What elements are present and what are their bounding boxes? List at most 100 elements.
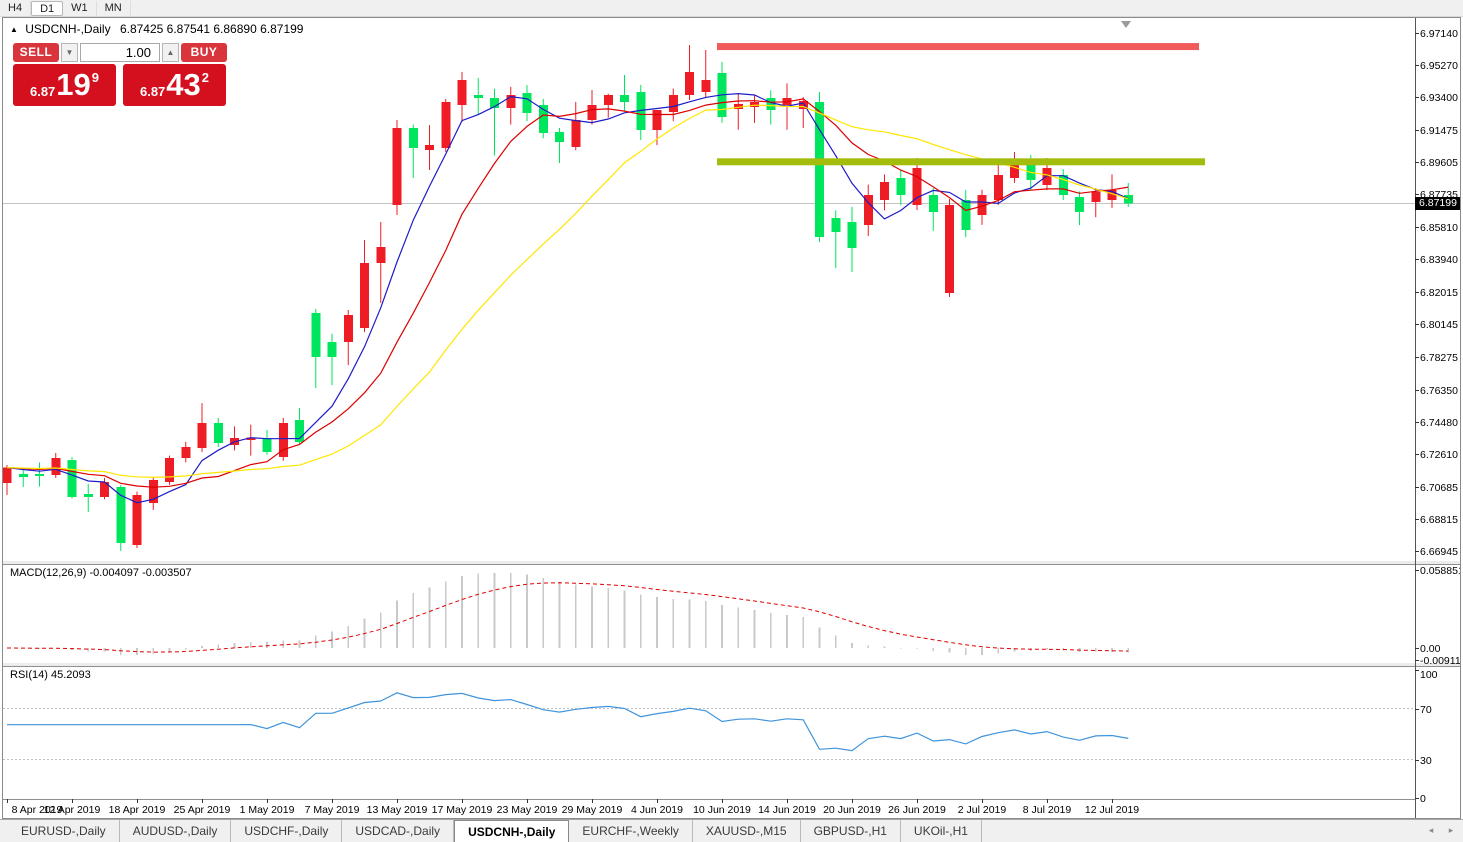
price-axis-tick [1415, 97, 1419, 99]
rsi-axis-label: 70 [1420, 703, 1432, 716]
macd-label: MACD(12,26,9) -0.004097 -0.003507 [10, 567, 192, 579]
price-axis-label: 6.89605 [1420, 157, 1458, 170]
macd-chart-svg [6, 572, 1130, 656]
price-axis-label: 6.76350 [1420, 384, 1458, 397]
chart-collapse-icon[interactable]: ▲ [10, 25, 18, 34]
date-tick [397, 799, 398, 803]
date-tick [202, 799, 203, 803]
chart-window: ▲ USDCNH-,Daily 6.87425 6.87541 6.86890 … [2, 17, 1461, 819]
pane-splitter[interactable] [3, 662, 1460, 667]
timeframe-button-mn[interactable]: MN [97, 0, 131, 16]
tab-eurchf-weekly[interactable]: EURCHF-,Weekly [569, 820, 693, 842]
date-tick [592, 799, 593, 803]
price-axis-tick [1415, 421, 1419, 423]
rsi-axis-label: 100 [1420, 669, 1438, 681]
tab-gbpusd-h1[interactable]: GBPUSD-,H1 [801, 820, 901, 842]
sell-button[interactable]: SELL [13, 43, 59, 62]
date-tick [852, 799, 853, 803]
rsi-axis-tick [1415, 708, 1419, 710]
date-tick [982, 799, 983, 803]
date-label: 26 Jun 2019 [888, 804, 946, 816]
price-axis-tick [1415, 259, 1419, 261]
tab-xauusd-m15[interactable]: XAUUSD-,M15 [693, 820, 801, 842]
date-label: 8 Apr 2019 [11, 804, 63, 816]
price-axis-tick [1415, 227, 1419, 229]
volume-input[interactable] [80, 43, 160, 62]
tab-usdcad-daily[interactable]: USDCAD-,Daily [342, 820, 455, 842]
buy-price-box[interactable]: 6.87 43 2 [123, 64, 226, 106]
date-tick [7, 799, 8, 803]
date-tick [917, 799, 918, 803]
macd-axis-label: 0.00 [1420, 643, 1441, 655]
macd-axis-tick [1415, 660, 1419, 662]
date-tick [137, 799, 138, 803]
one-click-trade-panel: SELL ▼ ▲ BUY 6.87 19 9 6.87 43 2 [13, 43, 227, 106]
pane-splitter[interactable] [3, 560, 1460, 565]
price-axis-tick [1415, 453, 1419, 455]
tab-ukoil-h1[interactable]: UKOil-,H1 [901, 820, 982, 842]
price-axis-label: 6.85810 [1420, 222, 1458, 235]
timeframe-toolbar: H4 D1 W1 MN [0, 0, 1463, 17]
macd-axis-label: -0.009116 [1420, 655, 1461, 668]
date-tick [527, 799, 528, 803]
date-label: 17 May 2019 [431, 804, 493, 816]
sell-price-point: 9 [91, 70, 100, 85]
macd-axis-tick [1415, 648, 1419, 649]
price-axis-label: 6.66945 [1420, 545, 1458, 558]
date-label: 8 Jul 2019 [1022, 804, 1072, 816]
date-label: 14 Jun 2019 [758, 804, 816, 816]
scroll-right-button[interactable]: ▸ [1448, 825, 1454, 835]
scroll-left-button[interactable]: ◂ [1428, 825, 1434, 835]
price-axis-tick [1415, 33, 1419, 34]
price-axis-tick [1415, 486, 1419, 488]
price-axis-tick [1415, 324, 1419, 326]
price-axis-tick [1415, 550, 1419, 552]
date-label: 12 Apr 2019 [43, 804, 101, 816]
chart-title: ▲ USDCNH-,Daily 6.87425 6.87541 6.86890 … [10, 22, 303, 36]
timeframe-button-h4[interactable]: H4 [0, 0, 32, 16]
buy-button[interactable]: BUY [181, 43, 227, 62]
buy-price-point: 2 [201, 70, 210, 85]
timeframe-button-d1[interactable]: D1 [31, 0, 64, 16]
rsi-axis-tick [1415, 670, 1419, 672]
volume-increase-button[interactable]: ▲ [162, 43, 179, 62]
date-tick [332, 799, 333, 803]
date-label: 25 Apr 2019 [173, 804, 231, 816]
tab-usdcnh-daily[interactable]: USDCNH-,Daily [454, 820, 570, 842]
date-axis-border [3, 799, 1415, 800]
date-label: 29 May 2019 [561, 804, 623, 816]
date-tick [657, 799, 658, 803]
date-tick [1112, 799, 1113, 803]
tab-audusd-daily[interactable]: AUDUSD-,Daily [120, 820, 232, 842]
price-axis-label: 6.82015 [1420, 287, 1458, 300]
chart-symbol-period: USDCNH-,Daily [25, 22, 111, 36]
main-chart-svg [3, 43, 1415, 551]
date-tick [462, 799, 463, 803]
date-tick [787, 799, 788, 803]
price-axis-label: 6.74480 [1420, 416, 1458, 429]
ohlc-values: 6.87425 6.87541 6.86890 6.87199 [119, 22, 304, 36]
rsi-axis-label: 30 [1420, 754, 1432, 767]
autoscroll-marker-icon[interactable] [1121, 21, 1131, 28]
volume-decrease-button[interactable]: ▼ [61, 43, 78, 62]
rsi-axis-tick [1415, 797, 1419, 799]
current-price-tag: 6.87199 [1415, 197, 1460, 211]
timeframe-button-w1[interactable]: W1 [63, 0, 97, 16]
tab-eurusd-daily[interactable]: EURUSD-,Daily [8, 820, 120, 842]
price-axis-tick [1415, 130, 1419, 132]
price-axis-label: 6.93400 [1420, 92, 1458, 105]
date-label: 20 Jun 2019 [823, 804, 881, 816]
price-axis-label: 6.83940 [1420, 254, 1458, 267]
date-label: 1 May 2019 [239, 804, 295, 816]
date-tick [722, 799, 723, 803]
rsi-axis-tick [1415, 759, 1419, 761]
price-axis-tick [1415, 389, 1419, 391]
date-label: 4 Jun 2019 [631, 804, 683, 816]
rsi-chart-svg [3, 692, 1415, 760]
date-tick [267, 799, 268, 803]
macd-axis-label: 0.058851 [1420, 565, 1461, 578]
price-axis-label: 6.72610 [1420, 448, 1458, 461]
sell-price-box[interactable]: 6.87 19 9 [13, 64, 116, 106]
date-label: 12 Jul 2019 [1084, 804, 1140, 816]
tab-usdchf-daily[interactable]: USDCHF-,Daily [231, 820, 343, 842]
